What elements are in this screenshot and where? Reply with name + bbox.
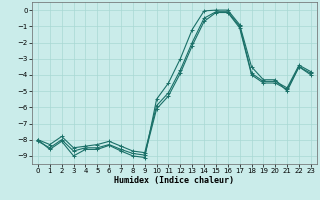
X-axis label: Humidex (Indice chaleur): Humidex (Indice chaleur) (115, 176, 234, 185)
